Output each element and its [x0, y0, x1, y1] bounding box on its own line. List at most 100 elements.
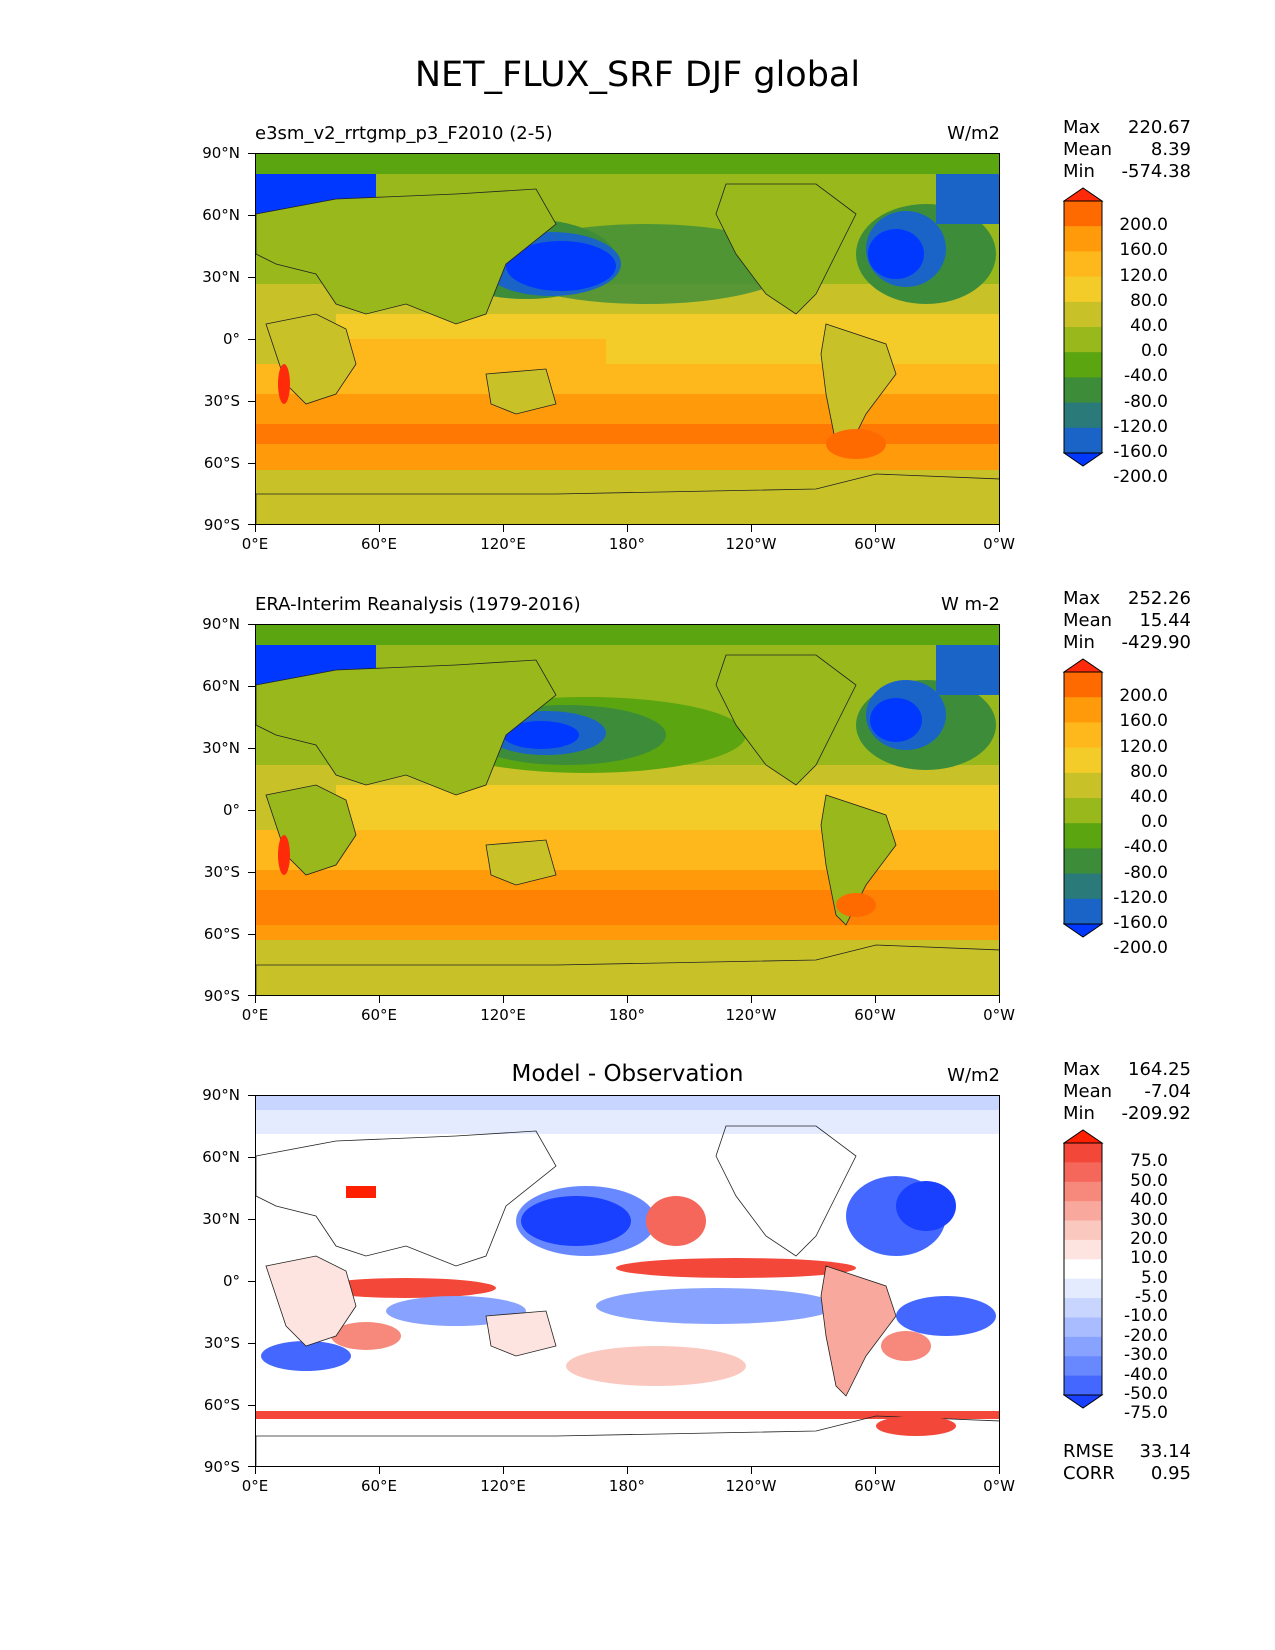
- map-model: [255, 153, 1000, 525]
- lon-label: 120°E: [480, 535, 526, 553]
- colorbar-frame: [1063, 1142, 1103, 1396]
- colorbar-segment: [1064, 1162, 1102, 1183]
- stat-min: -429.90: [1121, 632, 1191, 653]
- lat-label: 0°: [222, 330, 240, 348]
- lat-label: 30°S: [203, 1334, 240, 1352]
- colorbar-tick-label: 200.0: [1119, 215, 1168, 236]
- colorbar-tick-label: -160.0: [1113, 913, 1168, 933]
- lon-label: 120°W: [725, 535, 777, 553]
- stat-mean: 8.39: [1150, 139, 1191, 160]
- colorbar-tick-label: -20.0: [1124, 1325, 1168, 1346]
- lon-label: 60°W: [854, 535, 896, 553]
- colorbar-tick-label: -40.0: [1124, 1364, 1168, 1385]
- lon-label: 180°: [608, 1006, 646, 1024]
- map-obs: [255, 624, 1000, 996]
- colorbar-segment: [1064, 747, 1102, 774]
- colorbar-segment: [1064, 427, 1102, 454]
- colorbar-tick-label: 80.0: [1130, 761, 1168, 782]
- lat-label: 60°N: [202, 1148, 240, 1166]
- colorbar-tick-label: 5.0: [1140, 1267, 1168, 1288]
- stat-min-label: Min: [1063, 161, 1095, 182]
- colorbar-tick-label: -80.0: [1124, 391, 1168, 412]
- stat-max: 220.67: [1128, 117, 1191, 138]
- colorbar-tick-label: 160.0: [1119, 711, 1168, 732]
- lat-label: 60°S: [203, 1396, 240, 1414]
- lon-label: 0°W: [983, 1477, 1015, 1495]
- lat-label: 30°S: [203, 392, 240, 410]
- lat-label: 30°N: [202, 268, 240, 286]
- colorbar-tick-label: 40.0: [1130, 1190, 1168, 1211]
- colorbar-segment: [1064, 722, 1102, 749]
- lat-label: 60°S: [203, 925, 240, 943]
- lat-label: 30°N: [202, 739, 240, 757]
- panel-units: W m-2: [940, 594, 1000, 615]
- lat-label: 90°N: [202, 144, 240, 162]
- figure-title: NET_FLUX_SRF DJF global: [414, 55, 861, 95]
- stat-mean-label: Mean: [1063, 139, 1113, 160]
- colorbar-segment: [1064, 1298, 1102, 1318]
- lon-label: 0°W: [983, 535, 1015, 553]
- colorbar-segment: [1064, 1317, 1102, 1338]
- lon-label: 60°E: [360, 1006, 398, 1024]
- colorbar-segment: [1064, 823, 1102, 849]
- colorbar-segment: [1064, 402, 1102, 429]
- stat-max-label: Max: [1063, 1059, 1101, 1080]
- colorbar-tick-label: -120.0: [1113, 887, 1168, 908]
- colorbar-tick-label: -160.0: [1113, 442, 1168, 462]
- lon-label: 60°E: [360, 535, 398, 553]
- stat-mean: 15.44: [1139, 610, 1191, 631]
- lon-label: 120°E: [480, 1006, 526, 1024]
- lon-label: 60°W: [854, 1006, 896, 1024]
- colorbar-tick-label: -200.0: [1113, 467, 1168, 488]
- stats-box: Max 164.25 Mean -7.04 Min -209.92: [1063, 1059, 1191, 1125]
- colorbar-tick-label: -75.0: [1124, 1403, 1168, 1424]
- panel-diff: Model - Observation W/m2: [0, 1059, 1275, 1509]
- colorbar-tick-label: -30.0: [1124, 1345, 1168, 1366]
- lat-label: 0°: [222, 801, 240, 819]
- colorbar-segment: [1064, 201, 1102, 227]
- colorbar: [1063, 187, 1104, 467]
- metrics-box: RMSE 33.14 CORR 0.95: [1063, 1441, 1191, 1485]
- stat-max: 164.25: [1128, 1059, 1191, 1080]
- stat-min: -574.38: [1121, 161, 1191, 182]
- colorbar-segment: [1064, 276, 1102, 303]
- colorbar-extend-top: [1063, 1129, 1104, 1144]
- lon-label: 180°: [608, 1477, 646, 1495]
- colorbar-segment: [1064, 327, 1102, 353]
- colorbar-segment: [1064, 697, 1102, 723]
- colorbar-segment: [1064, 301, 1102, 328]
- lon-label: 0°E: [241, 535, 269, 553]
- colorbar-tick-label: 30.0: [1130, 1209, 1168, 1230]
- colorbar-tick-label: 75.0: [1130, 1151, 1168, 1172]
- stat-max-label: Max: [1063, 117, 1101, 138]
- colorbar-segment: [1064, 798, 1102, 824]
- colorbar-tick-label: -200.0: [1113, 938, 1168, 959]
- stat-min-label: Min: [1063, 632, 1095, 653]
- colorbar-segment: [1064, 772, 1102, 799]
- stat-min: -209.92: [1121, 1103, 1191, 1124]
- colorbar-segment: [1064, 1143, 1102, 1163]
- colorbar-segment: [1064, 1375, 1102, 1396]
- colorbar-tick-label: 50.0: [1130, 1170, 1168, 1191]
- lat-label: 90°N: [202, 615, 240, 633]
- lon-label: 0°E: [241, 1006, 269, 1024]
- colorbar-segment: [1064, 251, 1102, 278]
- colorbar-segment: [1064, 1259, 1102, 1280]
- lon-label: 0°W: [983, 1006, 1015, 1024]
- lon-label: 120°E: [480, 1477, 526, 1495]
- lon-label: 180°: [608, 535, 646, 553]
- lon-label: 120°W: [725, 1006, 777, 1024]
- colorbar-tick-label: 10.0: [1130, 1248, 1168, 1269]
- colorbar-tick-label: 40.0: [1130, 316, 1168, 336]
- colorbar-extend-top: [1063, 658, 1104, 673]
- panel-units: W/m2: [947, 1065, 1000, 1086]
- lat-label: 0°: [222, 1272, 240, 1290]
- stat-max-label: Max: [1063, 588, 1101, 609]
- colorbar-tick-label: 120.0: [1119, 736, 1168, 757]
- colorbar-tick-label: -120.0: [1113, 416, 1168, 437]
- lat-label: 90°S: [203, 516, 240, 534]
- panel-obs: ERA-Interim Reanalysis (1979-2016) W m-2: [0, 588, 1275, 1038]
- colorbar: [1063, 1129, 1104, 1409]
- colorbar-segment: [1064, 1201, 1102, 1222]
- colorbar-segment: [1064, 352, 1102, 378]
